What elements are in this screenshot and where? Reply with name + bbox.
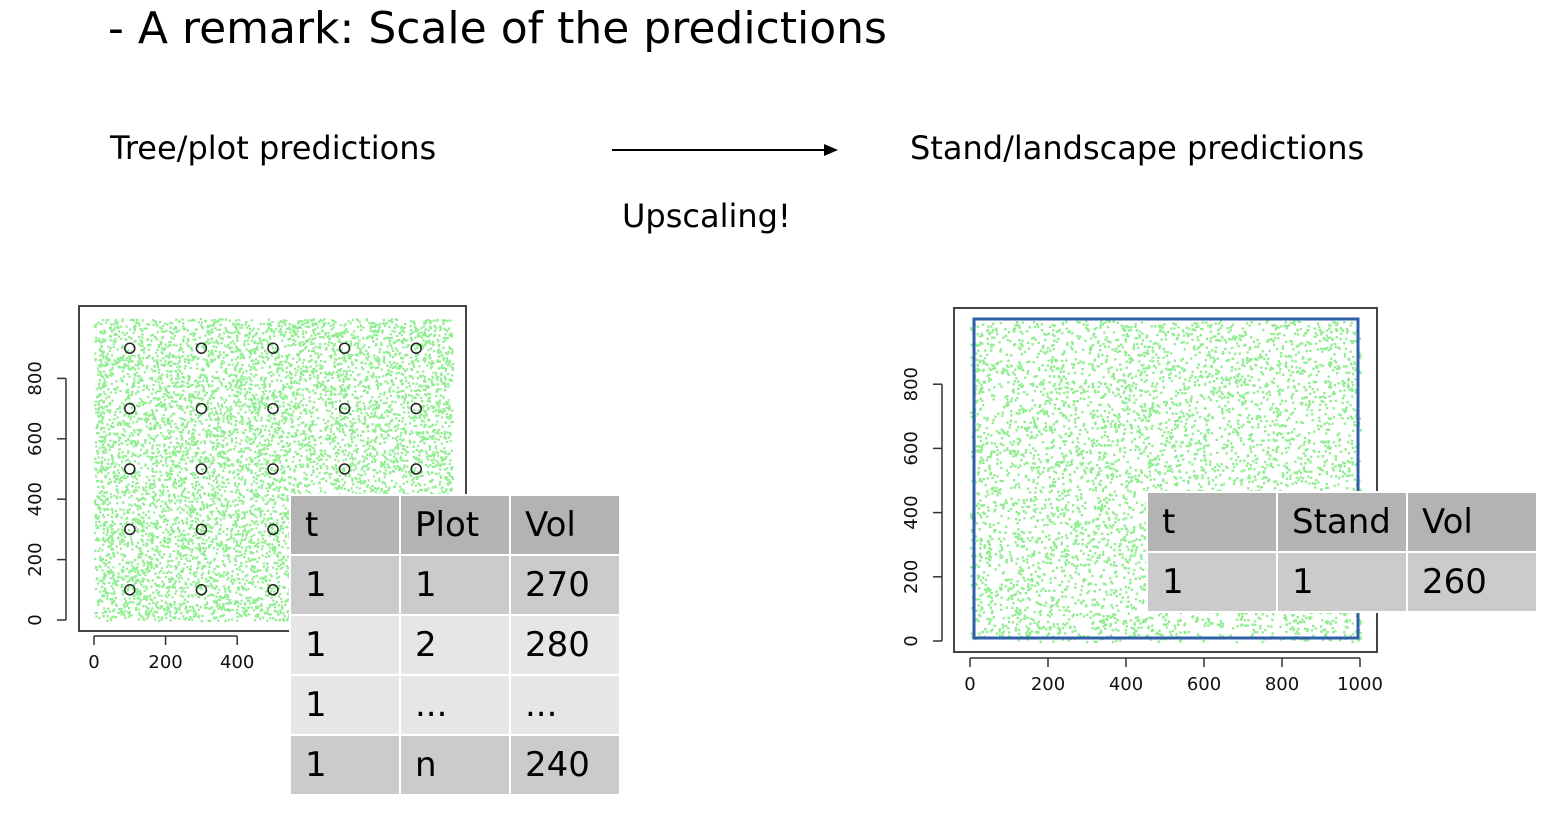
plot-marker <box>410 342 422 354</box>
plot-marker <box>124 342 136 354</box>
plot-marker <box>195 342 208 354</box>
plot-marker <box>124 402 136 415</box>
x-tick-label: 200 <box>1031 674 1065 695</box>
plot-marker <box>410 463 422 475</box>
upscaling-label: Upscaling! <box>622 196 791 236</box>
plot-marker <box>124 463 136 475</box>
plot-marker <box>267 342 279 354</box>
plot-frame <box>953 307 1378 653</box>
x-tick-label: 0 <box>964 674 975 695</box>
cell: 2 <box>399 614 511 676</box>
plot-marker <box>124 523 136 536</box>
plot-marker <box>124 584 136 596</box>
cell: 1 <box>399 554 511 616</box>
y-tick-label: 800 <box>901 367 922 401</box>
plot-marker <box>195 402 208 415</box>
cell: 1 <box>289 734 401 796</box>
y-tick-label: 200 <box>25 542 46 576</box>
plot-frame <box>78 305 467 632</box>
y-tick-label: 400 <box>901 495 922 529</box>
plot-marker <box>267 584 279 596</box>
cell: n <box>399 734 511 796</box>
cell: 1 <box>1146 551 1278 613</box>
header-stand: Stand <box>1276 491 1408 553</box>
y-tick-label: 800 <box>25 361 46 395</box>
plot-marker <box>267 463 279 475</box>
cell: 1 <box>289 614 401 676</box>
plot-marker <box>338 402 351 415</box>
cell: 1 <box>289 554 401 616</box>
cell: 240 <box>509 734 621 796</box>
cell: 1 <box>1276 551 1408 613</box>
tree-plot-label: Tree/plot predictions <box>110 128 436 168</box>
header-t: t <box>289 494 401 556</box>
cell: ... <box>509 674 621 736</box>
stand-volume-table: t Stand Vol 1 1 260 <box>1146 491 1538 613</box>
x-tick-label: 0 <box>88 652 99 673</box>
x-tick-label: 1000 <box>1337 674 1383 695</box>
header-vol: Vol <box>1406 491 1538 553</box>
slide-title: - A remark: Scale of the predictions <box>108 2 887 56</box>
left-axes: 0 200 400 0 200 400 600 800 <box>25 361 254 673</box>
x-tick-label: 400 <box>220 652 254 673</box>
plot-marker <box>338 463 351 475</box>
cell: ... <box>399 674 511 736</box>
tree-points <box>970 320 1363 644</box>
stand-landscape-label: Stand/landscape predictions <box>910 128 1364 168</box>
plot-marker <box>267 523 279 536</box>
y-tick-label: 400 <box>25 482 46 516</box>
plot-marker <box>267 402 279 415</box>
plot-marker <box>195 584 208 596</box>
x-tick-label: 600 <box>1187 674 1221 695</box>
cell: 270 <box>509 554 621 616</box>
plot-marker <box>410 402 422 415</box>
x-tick-label: 200 <box>148 652 182 673</box>
stand-boundary <box>972 317 1360 640</box>
cell: 260 <box>1406 551 1538 613</box>
header-t: t <box>1146 491 1278 553</box>
plot-marker <box>195 523 208 536</box>
header-vol: Vol <box>509 494 621 556</box>
right-arrow-icon <box>612 144 838 156</box>
y-tick-label: 200 <box>901 560 922 594</box>
x-tick-label: 400 <box>1109 674 1143 695</box>
plot-marker <box>195 463 208 475</box>
right-axes: 0 200 400 600 800 1000 0 200 400 600 800 <box>901 367 1383 695</box>
plot-volume-table: t Plot Vol 1 1 270 1 2 280 1 ... ... 1 n… <box>289 494 621 796</box>
y-tick-label: 0 <box>901 635 922 646</box>
plot-marker <box>338 342 351 354</box>
cell: 280 <box>509 614 621 676</box>
x-tick-label: 800 <box>1265 674 1299 695</box>
y-tick-label: 0 <box>25 614 46 625</box>
cell: 1 <box>289 674 401 736</box>
y-tick-label: 600 <box>901 431 922 465</box>
y-tick-label: 600 <box>25 422 46 456</box>
header-plot: Plot <box>399 494 511 556</box>
